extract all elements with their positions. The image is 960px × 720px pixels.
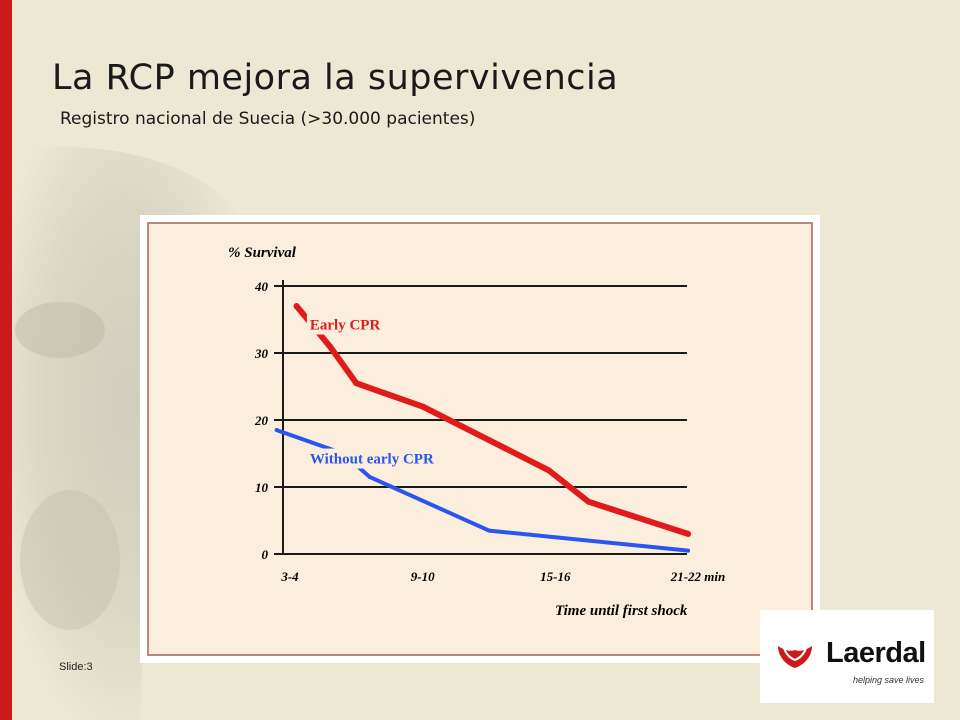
slide-number: Slide:3: [59, 661, 93, 673]
x-tick-label: 9-10: [411, 569, 435, 584]
series-label-background: [306, 448, 447, 469]
y-tick-label: 0: [262, 547, 269, 562]
series-label-early-cpr: Early CPR: [310, 318, 381, 334]
y-tick-label: 30: [254, 346, 269, 361]
data-point: [419, 403, 426, 410]
series-line-early-cpr: [293, 303, 691, 537]
data-point: [326, 343, 333, 350]
data-point: [499, 443, 506, 450]
data-point: [367, 474, 372, 479]
x-tick-label: 15-16: [540, 569, 571, 584]
slide-subtitle: Registro nacional de Suecia (>30.000 pac…: [60, 109, 476, 129]
series-label-background: [306, 314, 381, 335]
data-point: [545, 467, 552, 474]
x-axis-title: Time until first shock: [555, 603, 688, 619]
laerdal-mark-icon: [778, 646, 812, 668]
x-tick-label: 21-22 min: [670, 569, 726, 584]
y-tick-label: 20: [254, 413, 269, 428]
data-point: [293, 303, 300, 310]
series-label-without-early-cpr: Without early CPR: [310, 452, 434, 468]
y-tick-label: 40: [254, 279, 269, 294]
laerdal-logo: Laerdal helping save lives: [760, 610, 934, 703]
y-axis-title: % Survival: [228, 245, 297, 261]
chart-image-frame: 0 10 20 30 40 3-4 9-10 15-16 21-22 min % Survival…: [140, 215, 820, 663]
survival-line-chart: 0 10 20 30 40 3-4 9-10 15-16 21-22 min % Survival…: [147, 222, 813, 656]
y-tick-label: 10: [255, 480, 269, 495]
data-point: [274, 428, 279, 433]
slide-title: La RCP mejora la supervivencia: [52, 58, 619, 98]
logo-tagline: helping save lives: [853, 675, 925, 685]
data-point: [487, 528, 491, 533]
logo-brand-text: Laerdal: [826, 637, 926, 669]
data-point: [686, 548, 690, 553]
chart-panel: [147, 222, 813, 656]
data-point: [585, 498, 592, 505]
data-point: [685, 530, 691, 537]
data-point: [353, 380, 360, 387]
accent-bar: [0, 0, 12, 720]
x-tick-label: 3-4: [280, 569, 299, 584]
